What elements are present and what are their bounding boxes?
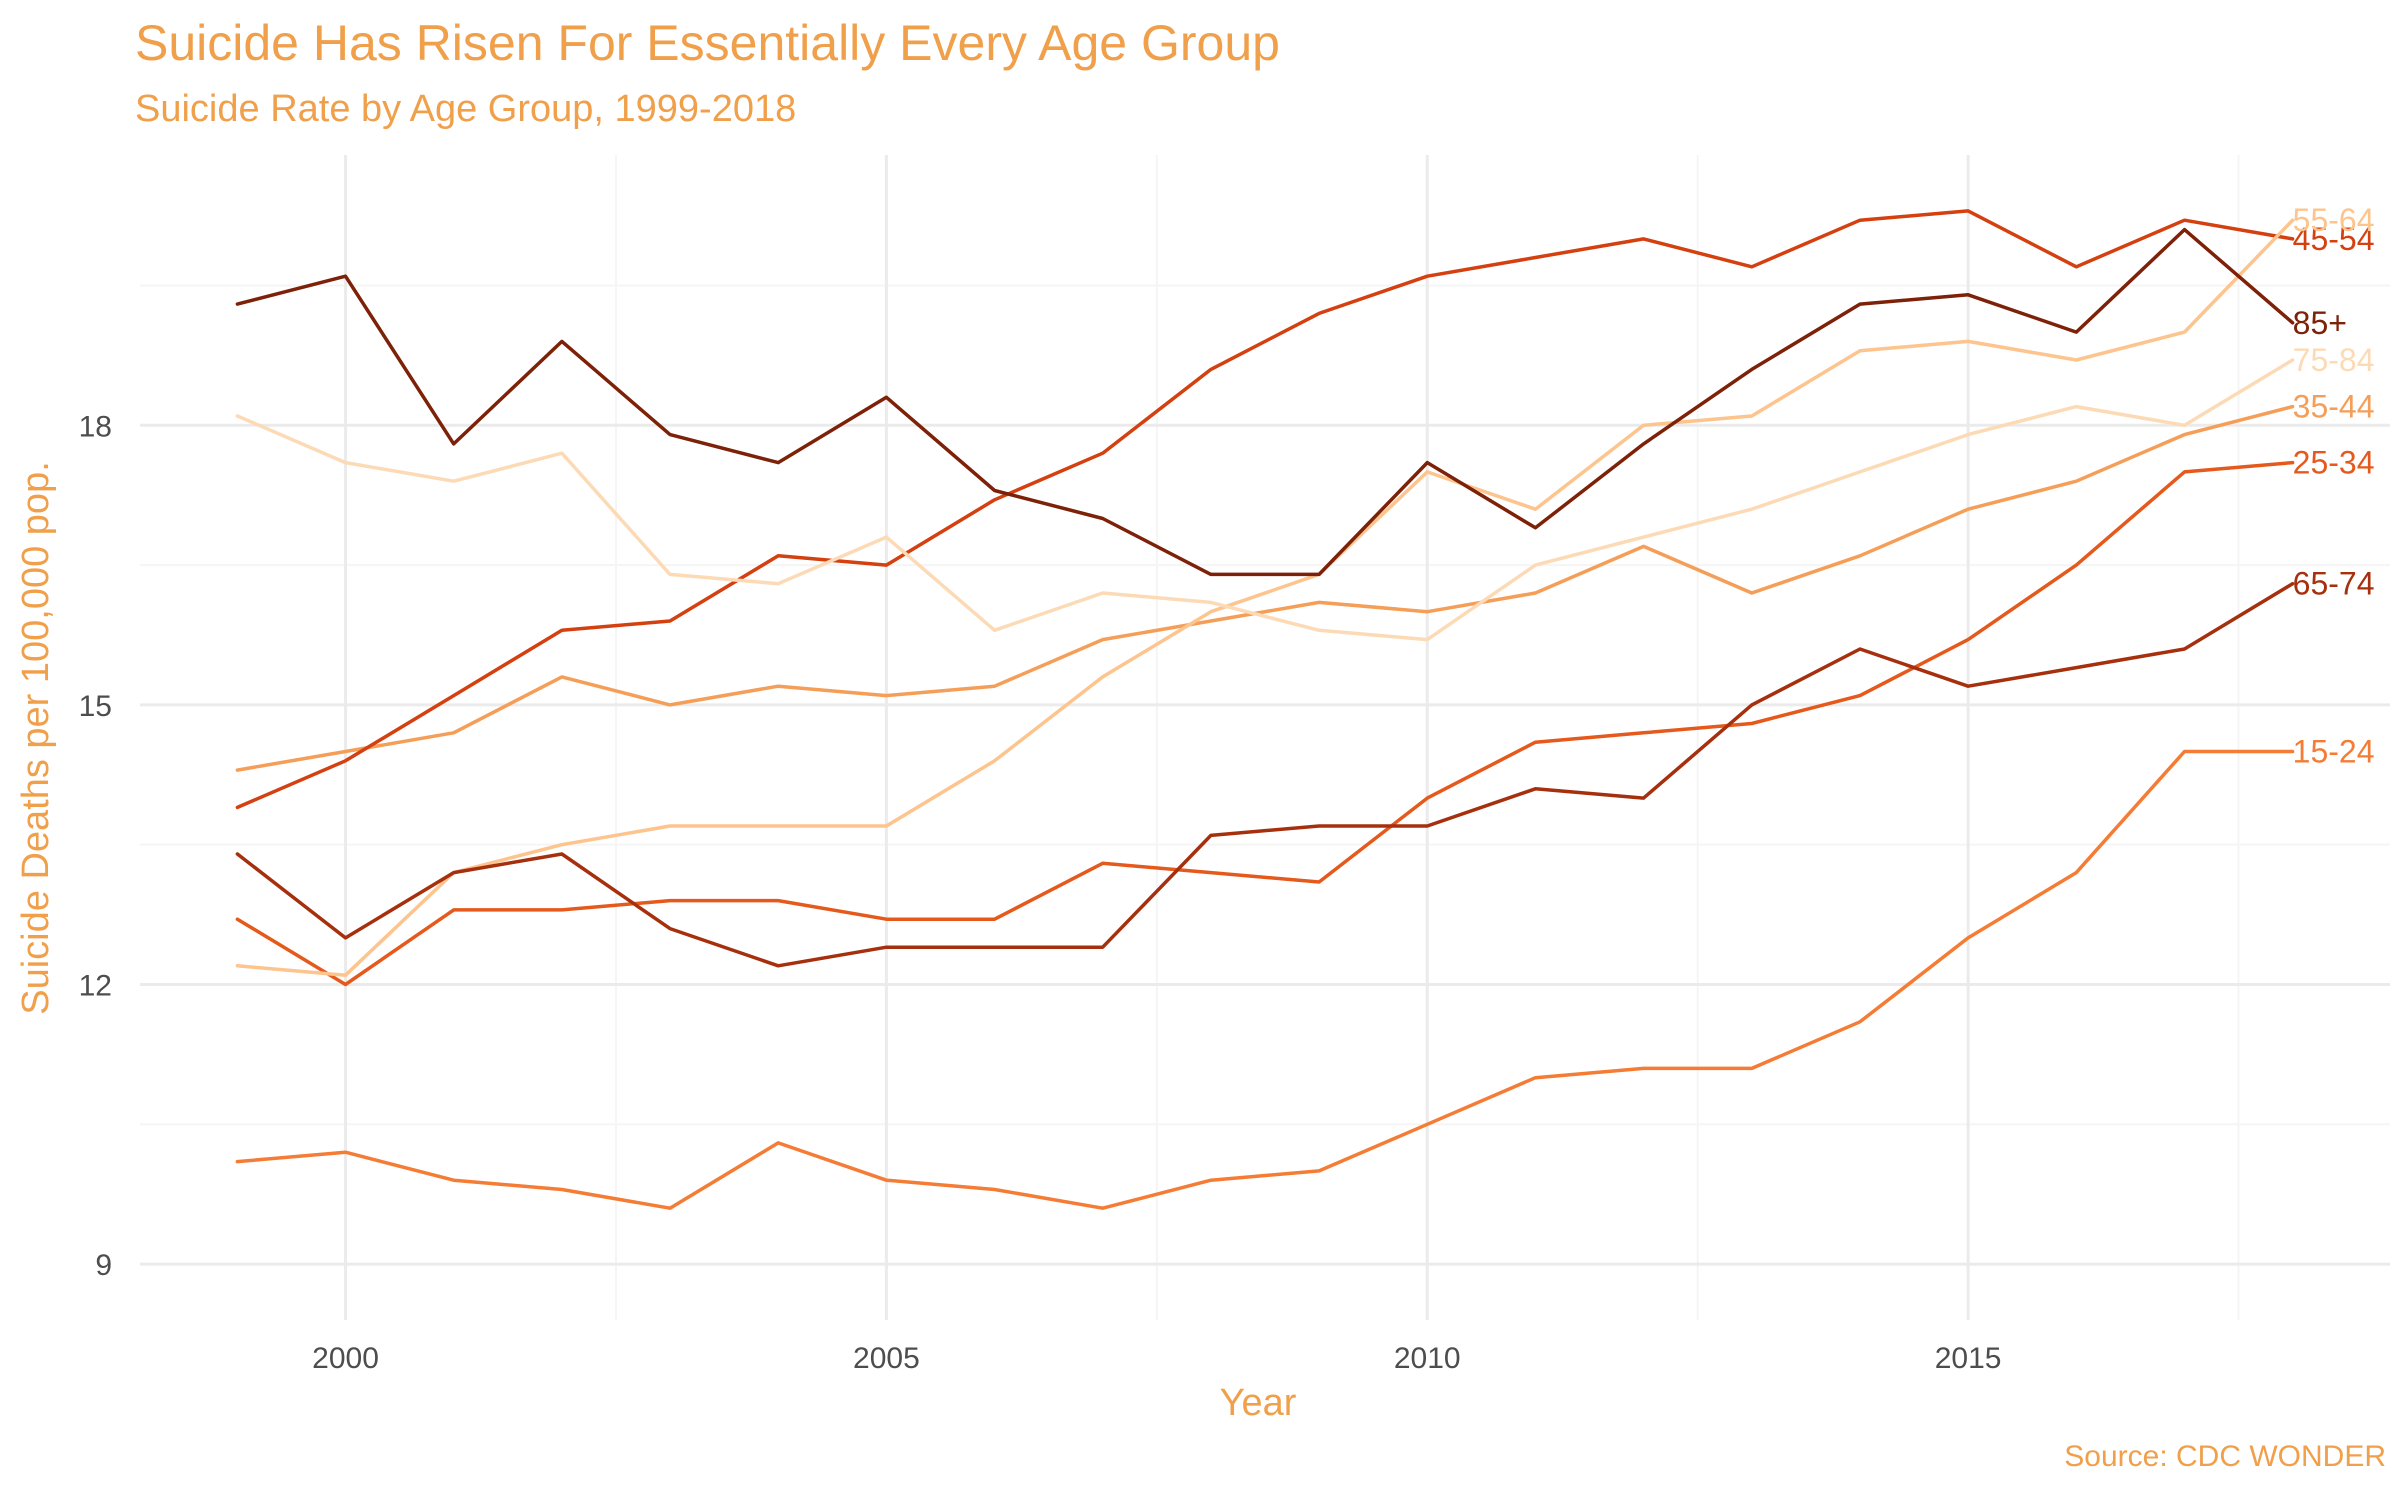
series-label-45-54: 45-54	[2293, 221, 2375, 257]
chart-caption: Source: CDC WONDER	[2064, 1440, 2386, 1473]
series-line-35-44	[235, 404, 2295, 772]
x-axis-ticks: 2000 2005 2010 2015	[312, 1342, 2001, 1375]
series-label-85+: 85+	[2293, 305, 2347, 341]
series-label-55-64: 55-64	[2293, 202, 2375, 238]
series-line-55-64	[235, 218, 2295, 977]
y-axis-title: Suicide Deaths per 100,000 pop.	[15, 461, 57, 1015]
y-axis-ticks: 9 12 15 18	[79, 410, 112, 1282]
y-tick-label: 12	[79, 969, 112, 1002]
series-line-65-74	[235, 581, 2295, 968]
x-tick-label: 2000	[312, 1342, 379, 1375]
series-label-65-74: 65-74	[2293, 566, 2375, 602]
chart-title: Suicide Has Risen For Essentially Every …	[135, 15, 1280, 71]
series-line-45-54	[235, 209, 2295, 810]
series-line-15-24	[235, 749, 2295, 1210]
x-tick-label: 2010	[1394, 1342, 1461, 1375]
series-line-75-84	[235, 358, 2295, 642]
series-line-25-34	[235, 460, 2295, 987]
y-tick-label: 18	[79, 410, 112, 443]
x-tick-label: 2005	[853, 1342, 920, 1375]
x-axis-title: Year	[1220, 1382, 1297, 1424]
series-label-15-24: 15-24	[2293, 733, 2375, 769]
series-line-85+	[235, 227, 2295, 577]
series-label-35-44: 35-44	[2293, 389, 2375, 425]
y-tick-label: 9	[95, 1249, 112, 1282]
chart-subtitle: Suicide Rate by Age Group, 1999-2018	[135, 88, 797, 130]
grid-lines	[140, 155, 2390, 1320]
series-label-25-34: 25-34	[2293, 445, 2375, 481]
x-tick-label: 2015	[1935, 1342, 2002, 1375]
y-tick-label: 15	[79, 690, 112, 723]
series-label-75-84: 75-84	[2293, 342, 2375, 378]
series-lines	[235, 209, 2295, 1210]
